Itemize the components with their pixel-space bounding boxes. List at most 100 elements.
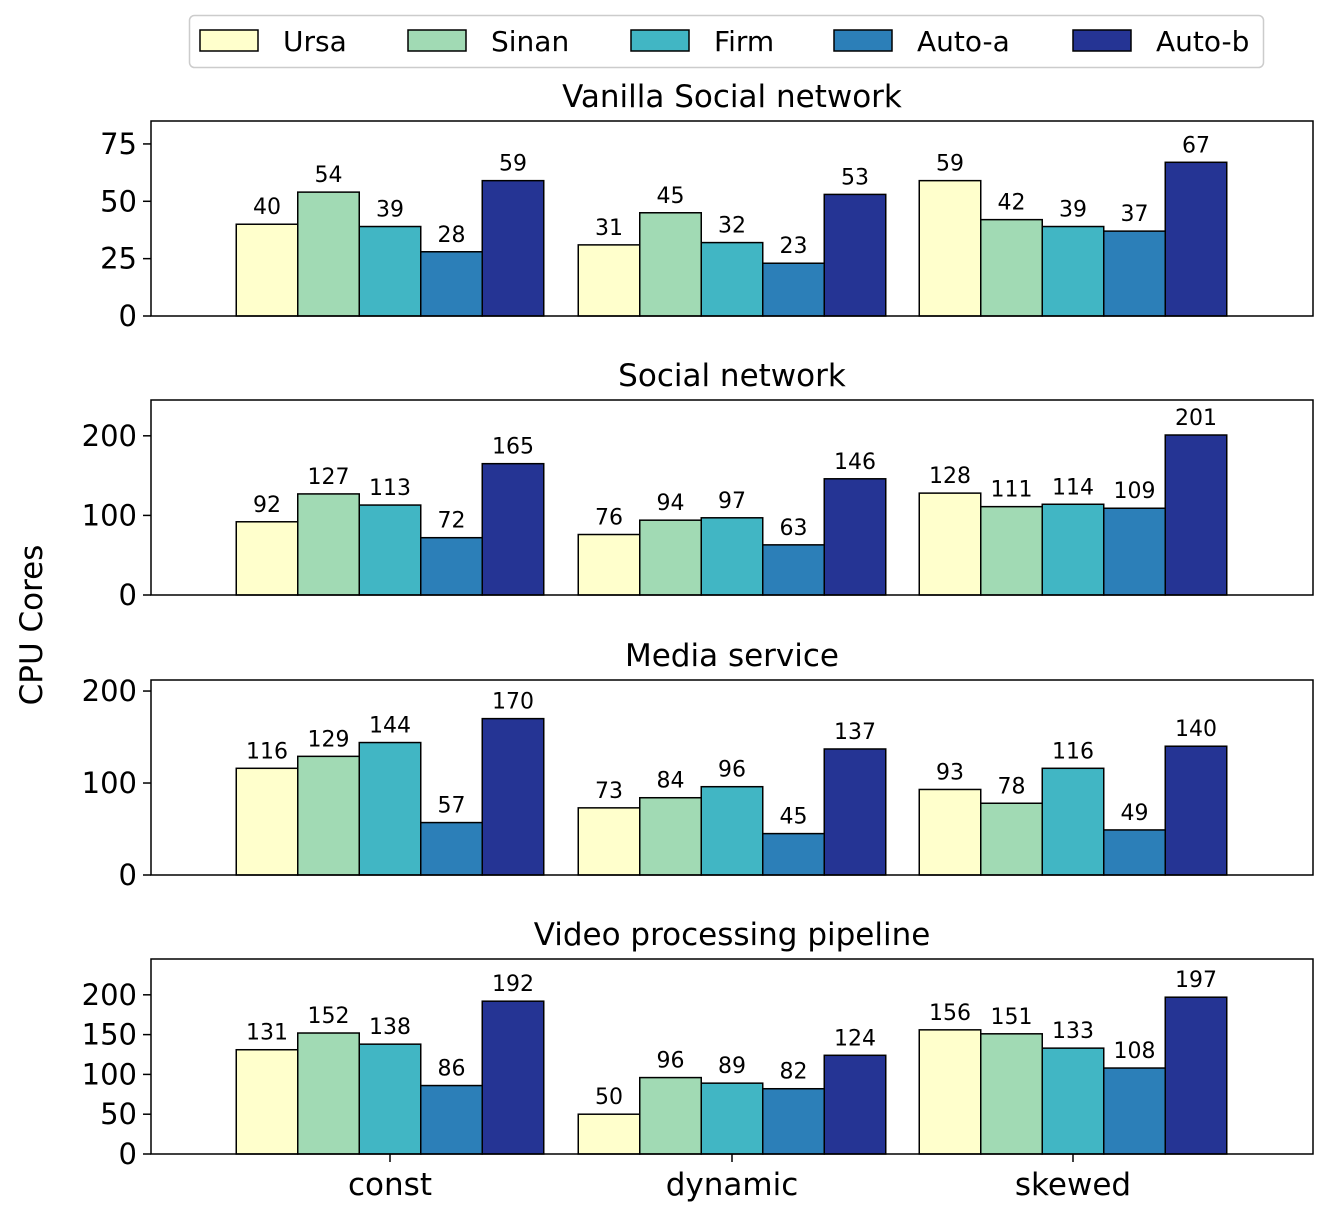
bar-auto-a-dynamic xyxy=(762,262,825,317)
panel-title: Media service xyxy=(625,638,839,674)
data-label-ursa-skewed: 156 xyxy=(929,1001,971,1026)
data-label-firm-const: 138 xyxy=(369,1015,411,1040)
bar-auto-a-const xyxy=(420,251,483,317)
data-label-ursa-skewed: 128 xyxy=(929,464,971,489)
data-label-auto-a-const: 86 xyxy=(438,1057,466,1082)
data-label-firm-dynamic: 97 xyxy=(718,489,746,514)
data-label-auto-a-skewed: 37 xyxy=(1121,202,1149,227)
bar-sinan-dynamic xyxy=(639,212,702,317)
data-label-auto-b-const: 59 xyxy=(499,152,527,177)
bar-auto-a-skewed xyxy=(1103,1067,1166,1155)
data-label-sinan-dynamic: 96 xyxy=(657,1049,685,1074)
chart-panels: Vanilla Social network 0 25 50 75 40 31 59 54 45 4… xyxy=(82,79,1314,1203)
panel-video-processing-pipeline: Video processing pipeline 0 50 100 150 200 131… xyxy=(82,917,1314,1203)
legend-frame xyxy=(188,14,1265,69)
data-label-auto-a-skewed: 109 xyxy=(1114,479,1156,504)
y-tick-label: 150 xyxy=(82,1018,137,1052)
legend-swatch-sinan xyxy=(407,29,467,52)
bar-ursa-const xyxy=(235,1048,299,1155)
x-tick-label-const: const xyxy=(348,1167,432,1203)
data-label-ursa-const: 116 xyxy=(246,739,288,764)
y-tick-label: 0 xyxy=(119,1137,137,1171)
bar-firm-const xyxy=(358,1043,422,1155)
data-label-sinan-skewed: 42 xyxy=(998,191,1026,216)
data-label-ursa-dynamic: 73 xyxy=(595,779,623,804)
legend-label-ursa: Ursa xyxy=(283,25,347,58)
data-label-firm-dynamic: 89 xyxy=(718,1054,746,1079)
legend-label-sinan: Sinan xyxy=(491,25,569,58)
legend-label-firm: Firm xyxy=(714,25,774,58)
bar-auto-a-const xyxy=(420,536,483,596)
legend-swatch-auto-b xyxy=(1072,29,1132,52)
y-tick-label: 50 xyxy=(100,184,137,218)
legend-swatch-firm xyxy=(630,29,690,52)
bar-auto-b-const xyxy=(481,1000,545,1155)
chart-legend: Ursa Sinan Firm Auto-a Auto-b xyxy=(188,14,1265,69)
bar-auto-a-dynamic xyxy=(762,1087,825,1155)
y-tick-label: 200 xyxy=(82,419,137,453)
y-tick-label: 75 xyxy=(100,127,137,161)
data-label-ursa-skewed: 93 xyxy=(936,760,964,785)
bar-ursa-skewed xyxy=(918,1029,982,1155)
data-label-firm-const: 39 xyxy=(376,198,404,223)
bar-auto-b-skewed xyxy=(1164,996,1228,1155)
data-label-sinan-const: 129 xyxy=(308,727,350,752)
data-label-sinan-skewed: 151 xyxy=(991,1005,1033,1030)
x-tick-label-skewed: skewed xyxy=(1015,1167,1131,1203)
bar-firm-dynamic xyxy=(700,1082,764,1155)
bar-sinan-skewed xyxy=(980,802,1043,876)
bar-sinan-dynamic xyxy=(639,796,702,876)
bar-firm-const xyxy=(358,741,422,876)
axes-frame xyxy=(150,120,1314,317)
panel-media-service: Media service 0 100 200 116 73 93 129 84 78 144 96 1… xyxy=(82,638,1314,892)
y-tick-label: 200 xyxy=(82,978,137,1012)
bar-auto-b-dynamic xyxy=(823,748,887,876)
legend-swatch-ursa xyxy=(199,29,259,52)
data-label-auto-b-dynamic: 124 xyxy=(834,1026,876,1051)
bar-firm-const xyxy=(358,504,422,596)
data-label-ursa-dynamic: 31 xyxy=(595,216,623,241)
legend-swatch-auto-a xyxy=(833,29,893,52)
data-label-sinan-const: 152 xyxy=(308,1004,350,1029)
bar-ursa-dynamic xyxy=(577,244,641,317)
y-tick-label: 100 xyxy=(82,766,137,800)
bar-auto-b-const xyxy=(481,462,545,596)
legend-label-auto-a: Auto-a xyxy=(917,25,1010,58)
bar-auto-b-const xyxy=(481,717,545,876)
bar-auto-a-skewed xyxy=(1103,829,1166,876)
bar-firm-skewed xyxy=(1041,503,1105,596)
panel-title: Social network xyxy=(618,358,846,394)
data-label-sinan-dynamic: 94 xyxy=(657,491,685,516)
data-label-auto-b-skewed: 140 xyxy=(1175,717,1217,742)
bar-firm-skewed xyxy=(1041,225,1105,317)
bar-ursa-skewed xyxy=(918,788,982,876)
bar-sinan-skewed xyxy=(980,1033,1043,1155)
data-label-firm-skewed: 133 xyxy=(1052,1019,1094,1044)
data-label-sinan-const: 127 xyxy=(308,465,350,490)
data-label-auto-a-dynamic: 45 xyxy=(780,805,808,830)
y-tick-label: 0 xyxy=(119,299,137,333)
data-label-sinan-dynamic: 84 xyxy=(657,769,685,794)
bar-ursa-const xyxy=(235,521,299,596)
bar-sinan-dynamic xyxy=(639,519,702,596)
y-tick-label: 0 xyxy=(119,578,137,612)
data-label-firm-const: 144 xyxy=(369,714,411,739)
data-label-auto-b-const: 192 xyxy=(492,972,534,997)
bar-auto-b-skewed xyxy=(1164,745,1228,876)
bar-sinan-skewed xyxy=(980,218,1043,317)
bar-ursa-dynamic xyxy=(577,1113,641,1155)
bar-auto-a-skewed xyxy=(1103,230,1166,317)
data-label-auto-b-dynamic: 146 xyxy=(834,450,876,475)
data-label-ursa-const: 92 xyxy=(253,493,281,518)
y-tick-label: 100 xyxy=(82,1057,137,1091)
bar-auto-a-skewed xyxy=(1103,507,1166,596)
bar-ursa-dynamic xyxy=(577,533,641,596)
bar-auto-a-dynamic xyxy=(762,832,825,876)
data-label-auto-b-const: 165 xyxy=(492,435,534,460)
bar-sinan-dynamic xyxy=(639,1076,702,1155)
bar-sinan-const xyxy=(297,755,360,876)
bar-sinan-const xyxy=(297,1032,360,1155)
y-tick-label: 50 xyxy=(100,1097,137,1131)
bar-sinan-skewed xyxy=(980,505,1043,596)
